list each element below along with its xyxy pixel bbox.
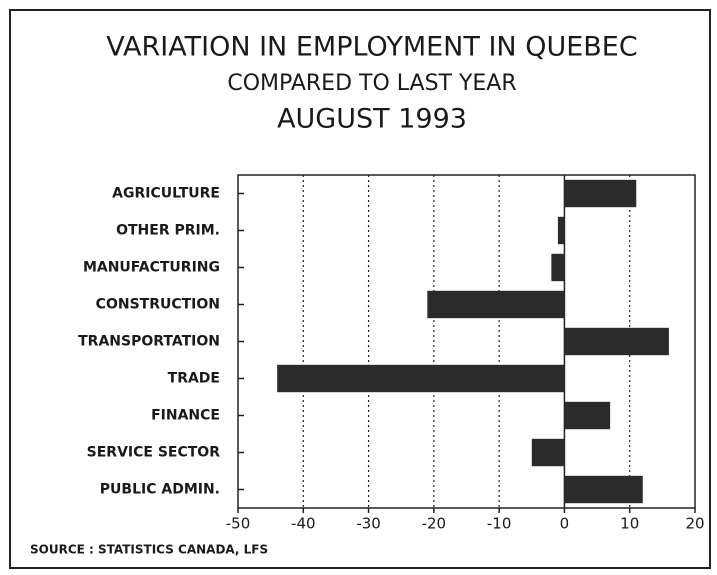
bar (557, 216, 565, 245)
bar (564, 179, 637, 208)
chart-subtitle: COMPARED TO LAST YEAR (227, 71, 516, 96)
bar (564, 475, 643, 504)
y-tick-label: CONSTRUCTION (96, 297, 220, 313)
x-tick-label: -50 (226, 515, 251, 533)
y-tick-label: SERVICE SECTOR (87, 445, 221, 461)
bar (531, 438, 565, 467)
y-tick-label: AGRICULTURE (112, 186, 220, 202)
chart-subtitle: AUGUST 1993 (277, 104, 467, 135)
y-tick-label: MANUFACTURING (83, 260, 220, 276)
source: SOURCE : STATISTICS CANADA, LFS (30, 543, 268, 557)
bar (551, 253, 565, 282)
x-tick-label: -40 (291, 515, 316, 533)
frame (9, 9, 711, 569)
bar (564, 327, 669, 356)
chart-title: VARIATION IN EMPLOYMENT IN QUEBEC (106, 32, 637, 63)
y-tick-label: TRADE (168, 371, 220, 387)
y-tick-label: FINANCE (151, 408, 220, 424)
y-tick-label: TRANSPORTATION (78, 334, 220, 350)
x-tick-label: 20 (685, 515, 704, 533)
bar (277, 364, 565, 393)
x-tick-label: -30 (356, 515, 381, 533)
x-tick-label: -10 (487, 515, 512, 533)
bar (564, 401, 611, 430)
x-tick-label: -20 (422, 515, 447, 533)
y-tick-label: PUBLIC ADMIN. (100, 482, 220, 498)
x-tick-label: 10 (620, 515, 639, 533)
y-tick-label: OTHER PRIM. (116, 223, 220, 239)
bar (427, 290, 565, 319)
x-tick-label: 0 (560, 515, 570, 533)
